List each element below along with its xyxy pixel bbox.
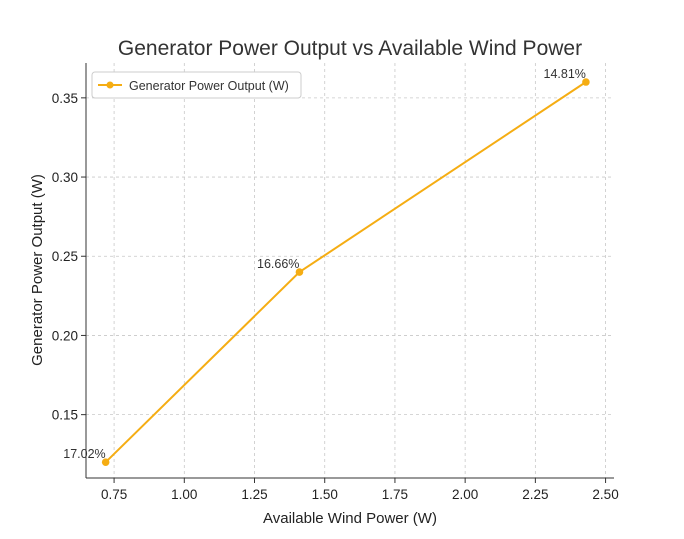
x-tick-label: 2.25 bbox=[522, 487, 548, 502]
x-tick-label: 2.00 bbox=[452, 487, 478, 502]
y-tick-label: 0.25 bbox=[52, 249, 78, 264]
x-tick-label: 1.00 bbox=[171, 487, 197, 502]
data-point bbox=[101, 458, 110, 466]
data-label: 14.81% bbox=[544, 67, 586, 81]
y-tick-label: 0.20 bbox=[52, 328, 78, 343]
y-axis-label: Generator Power Output (W) bbox=[29, 174, 46, 366]
x-tick-label: 0.75 bbox=[101, 487, 127, 502]
x-axis-label: Available Wind Power (W) bbox=[263, 510, 437, 527]
y-tick-label: 0.15 bbox=[52, 408, 78, 423]
legend-entry-generator-power-output: Generator Power Output (W) bbox=[129, 79, 289, 93]
x-tick-label: 1.75 bbox=[382, 487, 408, 502]
data-point bbox=[295, 268, 304, 276]
x-tick-label: 1.25 bbox=[241, 487, 267, 502]
x-axis: 0.75 1.00 1.25 1.50 1.75 2.00 2.25 2.50 bbox=[101, 478, 619, 502]
series-layer: 17.02% 16.66% 14.81% bbox=[63, 67, 590, 466]
x-tick-label: 1.50 bbox=[312, 487, 338, 502]
y-axis: 0.15 0.20 0.25 0.30 0.35 bbox=[52, 91, 86, 423]
legend-marker bbox=[106, 81, 114, 89]
data-label: 16.66% bbox=[257, 257, 299, 271]
legend: Generator Power Output (W) bbox=[91, 71, 302, 99]
grid bbox=[86, 63, 614, 478]
y-tick-label: 0.30 bbox=[52, 170, 78, 185]
legend-box bbox=[91, 71, 302, 99]
x-tick-label: 2.50 bbox=[592, 487, 618, 502]
chart-title: Generator Power Output vs Available Wind… bbox=[118, 37, 582, 60]
data-point bbox=[582, 78, 590, 86]
data-label: 17.02% bbox=[63, 447, 105, 461]
series-line bbox=[104, 81, 587, 463]
y-tick-label: 0.35 bbox=[52, 91, 78, 106]
